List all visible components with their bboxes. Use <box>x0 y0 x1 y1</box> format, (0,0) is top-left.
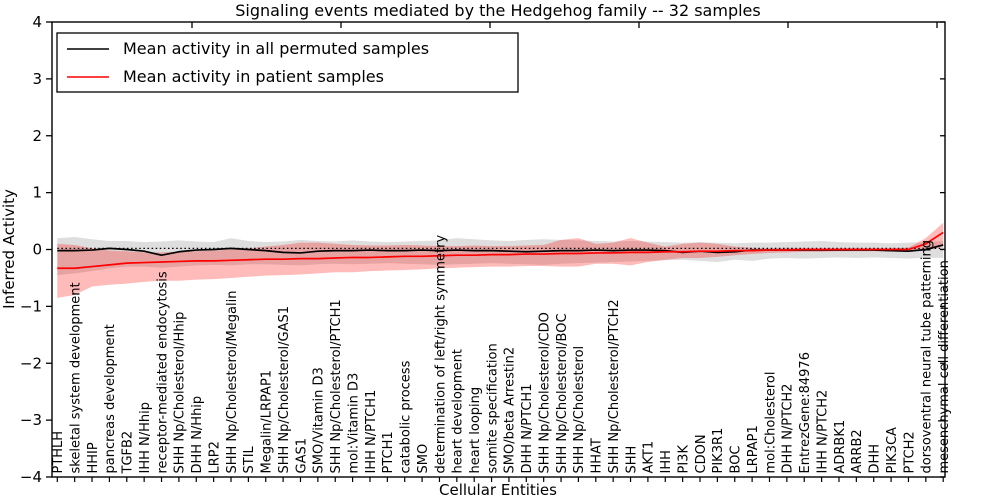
x-tick-label: SMO/beta Arrestin2 <box>503 347 518 474</box>
x-tick-label: pancreas development <box>103 324 118 473</box>
x-tick-label: PIK3CA <box>885 427 900 474</box>
x-tick-label: LRP2 <box>207 441 222 473</box>
x-tick-label: heart development <box>451 349 466 474</box>
y-tick-label: 2 <box>32 127 42 145</box>
x-tick-label: IHH N/Hhip <box>138 402 153 474</box>
x-tick-label: mol:Vitamin D3 <box>346 373 361 474</box>
y-tick-label: −2 <box>20 354 42 372</box>
chart-title: Signaling events mediated by the Hedgeho… <box>235 1 760 20</box>
legend: Mean activity in all permuted samples Me… <box>56 32 519 93</box>
y-tick-label: 1 <box>32 184 42 202</box>
x-tick-label: SHH Np/Cholesterol/Hhip <box>173 312 188 474</box>
x-tick-label: SHH <box>624 446 639 474</box>
x-tick-label: PTCH1 <box>381 431 396 473</box>
x-tick-label: CDON <box>694 434 709 473</box>
x-tick-label: SMO <box>416 444 431 474</box>
x-tick-label: SHH Np/Cholesterol <box>572 346 587 474</box>
plot-area: 4 3 2 1 0 −1 −2 −3 −4 PTHLH skeletal system develo… <box>20 13 952 486</box>
legend-label-permuted: Mean activity in all permuted samples <box>123 39 429 58</box>
x-tick-label: SHH Np/Cholesterol/Megalin <box>225 291 240 474</box>
x-tick-label: catabolic process <box>399 360 414 473</box>
x-tick-label: determination of left/right symmetry <box>433 235 448 474</box>
x-tick-label: dorsoventral neural tube patterning <box>920 240 935 473</box>
x-tick-label: SHH Np/Cholesterol/PTCH1 <box>329 299 344 473</box>
x-tick-label: DHH N/Hhip <box>190 396 205 474</box>
x-tick-label: SHH Np/Cholesterol/GAS1 <box>277 306 292 474</box>
x-tick-label: PIK3R1 <box>711 428 726 474</box>
x-tick-label: LRPAP1 <box>746 425 761 473</box>
x-tick-label: HHAT <box>590 438 605 473</box>
x-tick-label: SHH Np/Cholesterol/CDO <box>537 312 552 473</box>
x-tick-label: mol:Cholesterol <box>763 372 778 474</box>
x-tick-label: EntrezGene:84976 <box>798 352 813 473</box>
y-tick-label: −3 <box>20 411 42 429</box>
axes-frame <box>51 21 946 478</box>
y-axis-label: Inferred Activity <box>0 189 18 309</box>
x-tick-label: PI3K <box>676 445 691 474</box>
x-tick-label: skeletal system development <box>68 282 83 473</box>
x-tick-label: somite specification <box>485 343 500 473</box>
x-tick-label: HHIP <box>86 442 101 473</box>
x-tick-label: ADRBK1 <box>833 420 848 474</box>
x-tick-label: IHH N/PTCH1 <box>364 390 379 474</box>
x-tick-label: AKT1 <box>642 441 657 474</box>
y-tick-label: 0 <box>32 241 42 259</box>
x-tick-label: BOC <box>729 446 744 474</box>
x-tick-label: ARRB2 <box>850 429 865 473</box>
permuted-samples-spread-band <box>57 236 944 276</box>
x-tick-label: SHH Np/Cholesterol/BOC <box>555 313 570 473</box>
x-tick-label: STIL <box>242 445 257 473</box>
x-tick-label: IHH <box>659 450 674 473</box>
x-tick-label: receptor-mediated endocytosis <box>155 271 170 473</box>
x-tick-label: Megalin/LRPAP1 <box>260 370 275 474</box>
x-tick-label: DHH <box>868 444 883 474</box>
x-tick-label: TGFB2 <box>121 431 136 475</box>
patient-mean-line <box>57 231 944 270</box>
x-tick-label: SMO/Vitamin D3 <box>312 367 327 473</box>
y-tick-label: 4 <box>32 13 42 31</box>
x-tick-label: PTHLH <box>51 431 66 474</box>
y-tick-label: −4 <box>20 468 42 486</box>
x-axis-label: Cellular Entities <box>439 481 557 499</box>
x-tick-label: SHH Np/Cholesterol/PTCH2 <box>607 299 622 473</box>
x-tick-label: PTCH2 <box>902 431 917 473</box>
x-tick-label: GAS1 <box>294 438 309 474</box>
patient-samples-spread-band <box>57 222 944 298</box>
legend-label-patient: Mean activity in patient samples <box>123 67 384 86</box>
x-tick-label: IHH N/PTCH2 <box>815 390 830 474</box>
y-tick-label: −1 <box>20 297 42 315</box>
y-tick-label: 3 <box>32 70 42 88</box>
x-tick-label: DHH N/PTCH1 <box>520 384 535 474</box>
x-tick-label: heart looping <box>468 387 483 474</box>
x-tick-label: DHH N/PTCH2 <box>781 384 796 474</box>
legend-box <box>56 32 519 93</box>
